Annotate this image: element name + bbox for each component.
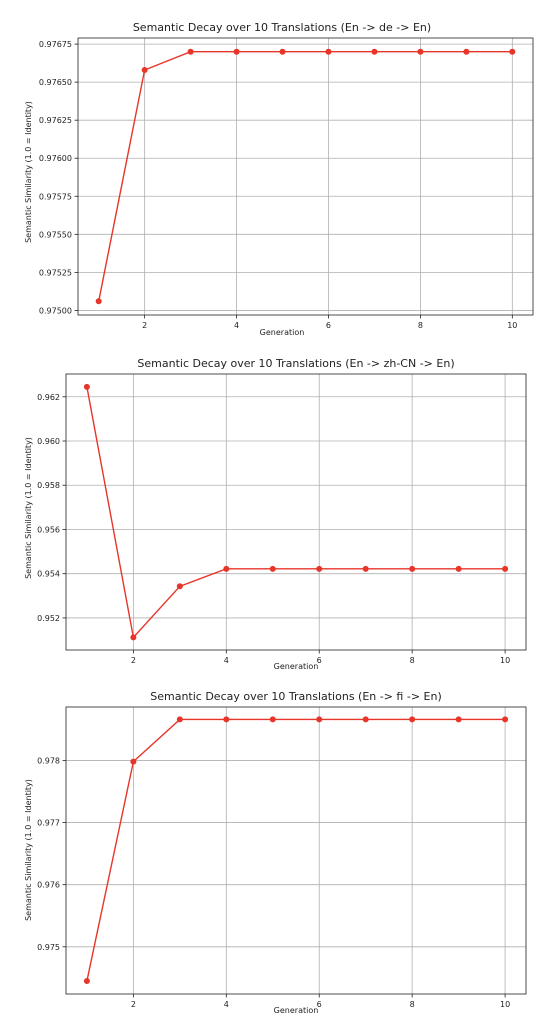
y-tick-label: 0.956 — [37, 525, 60, 534]
x-tick-label: 10 — [507, 321, 517, 330]
x-tick-label: 6 — [317, 656, 322, 665]
data-point — [269, 716, 276, 723]
data-point — [95, 298, 102, 305]
chart-title: Semantic Decay over 10 Translations (En … — [133, 21, 431, 34]
data-point — [509, 48, 516, 55]
data-point — [455, 716, 462, 723]
y-tick-label: 0.962 — [37, 393, 60, 402]
data-point — [130, 634, 137, 641]
x-tick-label: 6 — [326, 321, 331, 330]
data-point — [176, 716, 183, 723]
series-group — [95, 48, 516, 305]
chart-panel-3: Semantic Decay over 10 Translations (En … — [0, 680, 537, 1024]
x-tick-label: 6 — [317, 1000, 322, 1009]
y-axis-label: Semantic Similarity (1.0 = Identity) — [24, 101, 33, 243]
chart-fi: Semantic Decay over 10 Translations (En … — [24, 690, 527, 1015]
data-point — [83, 383, 90, 390]
x-tick-label: 10 — [500, 1000, 510, 1009]
data-point — [316, 565, 323, 572]
x-tick-label: 2 — [142, 321, 147, 330]
data-point — [371, 48, 378, 55]
grid-lines — [78, 38, 533, 315]
x-tick-label: 8 — [410, 656, 415, 665]
data-point — [362, 565, 369, 572]
grid-lines — [66, 374, 526, 650]
x-tick-label: 2 — [131, 1000, 136, 1009]
data-point — [223, 565, 230, 572]
data-point — [409, 565, 416, 572]
y-tick-label: 0.952 — [37, 614, 60, 623]
y-tick-label: 0.978 — [37, 756, 60, 765]
data-point — [409, 716, 416, 723]
series-line — [97, 50, 513, 302]
y-tick-label: 0.976 — [37, 881, 60, 890]
y-tick-label: 0.97675 — [39, 40, 72, 49]
data-point — [269, 565, 276, 572]
chart-title: Semantic Decay over 10 Translations (En … — [150, 690, 442, 703]
grid-lines — [66, 707, 526, 994]
data-point — [455, 565, 462, 572]
y-tick-label: 0.97600 — [39, 154, 72, 163]
data-point — [316, 716, 323, 723]
axis-ticks: 2 4 6 8 10 0.97500 0.97525 0.97550 0.97575 0.9760… — [39, 40, 518, 330]
y-tick-label: 0.975 — [37, 943, 60, 952]
x-tick-label: 8 — [418, 321, 423, 330]
y-tick-label: 0.97625 — [39, 116, 72, 125]
data-point — [83, 977, 90, 984]
data-point — [417, 48, 424, 55]
plot-frame — [65, 706, 527, 995]
x-tick-label: 2 — [131, 656, 136, 665]
y-axis-label: Semantic Similarity (1.0 = Identity) — [24, 437, 33, 579]
y-tick-label: 0.977 — [37, 819, 60, 828]
plot-frame — [77, 37, 534, 316]
y-tick-label: 0.958 — [37, 481, 60, 490]
y-tick-label: 0.97525 — [39, 268, 72, 277]
data-point — [362, 716, 369, 723]
chart-panel-1: Semantic Decay over 10 Translations (En … — [0, 0, 537, 344]
series-group — [83, 716, 509, 984]
data-point — [187, 48, 194, 55]
chart-zh-cn: Semantic Decay over 10 Translations (En … — [24, 357, 527, 671]
data-point — [233, 48, 240, 55]
y-tick-label: 0.97550 — [39, 230, 72, 239]
x-tick-label: 8 — [410, 1000, 415, 1009]
x-tick-label: 4 — [224, 656, 229, 665]
data-point — [141, 66, 148, 73]
x-tick-label: 4 — [224, 1000, 229, 1009]
series-line — [86, 386, 506, 639]
series-line — [86, 718, 506, 982]
y-tick-label: 0.97575 — [39, 192, 72, 201]
data-point — [279, 48, 286, 55]
data-point — [325, 48, 332, 55]
x-axis-label: Generation — [274, 662, 319, 671]
chart-panel-2: Semantic Decay over 10 Translations (En … — [0, 344, 537, 680]
data-point — [223, 716, 230, 723]
plot-frame — [65, 373, 527, 651]
data-point — [176, 583, 183, 590]
y-tick-label: 0.954 — [37, 570, 60, 579]
data-point — [502, 565, 509, 572]
x-axis-label: Generation — [260, 328, 305, 337]
chart-title: Semantic Decay over 10 Translations (En … — [137, 357, 454, 370]
data-point — [130, 758, 137, 765]
axis-ticks: 2 4 6 8 10 0.952 0.954 0.956 0.958 0.960 0.962 — [37, 393, 510, 665]
x-axis-label: Generation — [274, 1006, 319, 1015]
y-tick-label: 0.960 — [37, 437, 60, 446]
x-tick-label: 4 — [234, 321, 239, 330]
x-tick-label: 10 — [500, 656, 510, 665]
series-group — [83, 383, 509, 641]
data-point — [502, 716, 509, 723]
y-tick-label: 0.97500 — [39, 306, 72, 315]
axis-ticks: 2 4 6 8 10 0.975 0.976 0.977 0.978 — [37, 756, 510, 1009]
y-axis-label: Semantic Similarity (1.0 = Identity) — [24, 779, 33, 921]
y-tick-label: 0.97650 — [39, 78, 72, 87]
data-point — [463, 48, 470, 55]
chart-de: Semantic Decay over 10 Translations (En … — [24, 21, 534, 337]
